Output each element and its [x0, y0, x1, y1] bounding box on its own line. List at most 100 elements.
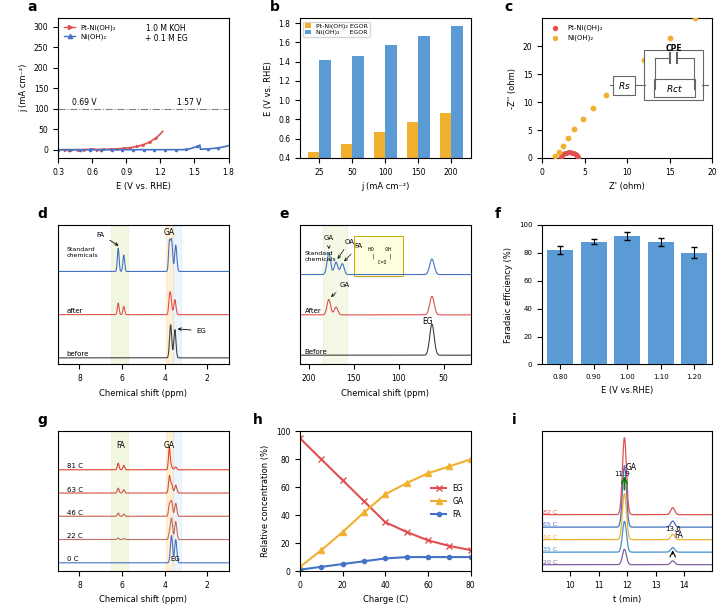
Point [571, 151, 583, 161]
FA [424, 553, 433, 561]
Legend: EG, GA, FA: EG, GA, FA [428, 481, 467, 522]
Text: f: f [494, 207, 500, 221]
Point [553, 147, 565, 157]
Text: c: c [505, 1, 513, 15]
Text: Before: Before [305, 349, 327, 355]
Point [556, 150, 568, 160]
Point [566, 147, 577, 157]
Point [555, 152, 567, 161]
X-axis label: E (V vs. RHE): E (V vs. RHE) [116, 182, 171, 191]
Point [555, 153, 566, 163]
Text: 0 C: 0 C [67, 556, 79, 562]
FA [296, 566, 305, 573]
Text: d: d [38, 207, 47, 221]
GA [466, 456, 475, 463]
Text: GA: GA [164, 441, 175, 450]
Point [568, 148, 579, 158]
Bar [648, 242, 674, 365]
Point [587, 103, 599, 112]
Point [571, 150, 582, 160]
X-axis label: Chemical shift (ppm): Chemical shift (ppm) [100, 389, 188, 398]
Point [555, 151, 567, 161]
Point [558, 149, 570, 158]
Point [562, 133, 574, 143]
X-axis label: Charge (C): Charge (C) [363, 596, 408, 604]
Point [557, 149, 569, 159]
Point [638, 55, 650, 65]
FA [317, 563, 326, 570]
Point [561, 147, 573, 157]
Point [570, 149, 582, 159]
Point [567, 148, 579, 158]
Point [555, 151, 567, 161]
Text: a: a [28, 1, 37, 15]
GA [381, 491, 390, 498]
Point [555, 153, 566, 163]
Legend: Pt-Ni(OH)₂, Ni(OH)₂: Pt-Ni(OH)₂, Ni(OH)₂ [545, 22, 606, 44]
FA [338, 561, 347, 568]
Text: FA: FA [345, 243, 363, 261]
Point [549, 152, 561, 161]
Point [571, 152, 583, 161]
Point [563, 147, 575, 157]
FA [445, 553, 454, 561]
X-axis label: Chemical shift (ppm): Chemical shift (ppm) [100, 596, 188, 604]
Text: e: e [280, 207, 289, 221]
Text: FA: FA [116, 441, 126, 450]
Bar [440, 113, 451, 196]
Text: h: h [252, 413, 262, 427]
Point [563, 147, 575, 157]
Point [568, 149, 579, 158]
Point [558, 141, 569, 150]
Point [564, 147, 576, 157]
Bar [451, 26, 463, 196]
Text: GA: GA [164, 228, 175, 237]
Bar [614, 236, 640, 365]
Point [569, 149, 581, 158]
Point [558, 149, 569, 158]
Point [566, 148, 578, 158]
Y-axis label: Relative concentration (%): Relative concentration (%) [261, 445, 270, 558]
Point [570, 149, 582, 159]
EG [445, 542, 454, 550]
FancyBboxPatch shape [354, 236, 403, 276]
GA [445, 463, 454, 470]
Text: OA: OA [338, 239, 355, 258]
Point [572, 152, 584, 162]
Legend: Pt-Ni(OH)₂ EGOR, Ni(OH)₂     EGOR: Pt-Ni(OH)₂ EGOR, Ni(OH)₂ EGOR [303, 21, 370, 37]
Text: 1.0 M KOH
+ 0.1 M EG: 1.0 M KOH + 0.1 M EG [145, 23, 188, 43]
Line: GA: GA [297, 457, 473, 570]
Text: after: after [67, 308, 83, 314]
Point [562, 147, 574, 157]
Point [572, 153, 584, 163]
Bar [581, 242, 607, 365]
Bar [353, 56, 364, 196]
Text: After: After [305, 308, 321, 314]
Bar [173, 225, 180, 365]
X-axis label: E (V vs.RHE): E (V vs.RHE) [601, 386, 654, 395]
X-axis label: j (mA cm⁻²): j (mA cm⁻²) [361, 182, 409, 191]
Point [601, 90, 612, 100]
Bar [111, 432, 129, 571]
Text: GA: GA [324, 235, 334, 249]
Text: FA: FA [674, 530, 683, 540]
Point [571, 151, 583, 161]
Y-axis label: Faradaic efficiency (%): Faradaic efficiency (%) [505, 247, 513, 343]
Bar [341, 144, 353, 196]
Bar [111, 225, 129, 365]
EG [317, 456, 326, 463]
Point [563, 147, 574, 157]
Bar [681, 253, 707, 365]
Point [559, 148, 571, 158]
Point [569, 149, 580, 158]
Point [559, 149, 571, 158]
FA [402, 553, 411, 561]
GA [402, 480, 411, 487]
Bar [323, 225, 347, 365]
Point [565, 147, 577, 157]
Point [571, 150, 583, 160]
Point [563, 147, 574, 157]
Text: 65 C: 65 C [544, 522, 558, 527]
Text: EG: EG [179, 328, 206, 334]
EG [360, 497, 369, 505]
